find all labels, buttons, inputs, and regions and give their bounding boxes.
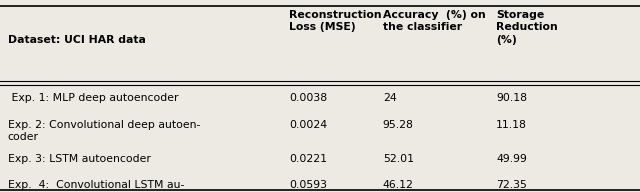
Text: 0.0024: 0.0024 bbox=[289, 120, 328, 130]
Text: Exp. 1: MLP deep autoencoder: Exp. 1: MLP deep autoencoder bbox=[8, 93, 178, 103]
Text: 11.18: 11.18 bbox=[496, 120, 527, 130]
Text: 49.99: 49.99 bbox=[496, 154, 527, 164]
Text: Exp. 3: LSTM autoencoder: Exp. 3: LSTM autoencoder bbox=[8, 154, 150, 164]
Text: Accuracy  (%) on
the classifier: Accuracy (%) on the classifier bbox=[383, 10, 486, 32]
Text: Exp. 2: Convolutional deep autoen-
coder: Exp. 2: Convolutional deep autoen- coder bbox=[8, 120, 200, 142]
Text: 52.01: 52.01 bbox=[383, 154, 413, 164]
Text: 0.0593: 0.0593 bbox=[289, 180, 327, 190]
Text: Dataset: UCI HAR data: Dataset: UCI HAR data bbox=[8, 35, 145, 45]
Text: 90.18: 90.18 bbox=[496, 93, 527, 103]
Text: Storage
Reduction
(%): Storage Reduction (%) bbox=[496, 10, 557, 45]
Text: Exp.  4:  Convolutional LSTM au-
toencoder: Exp. 4: Convolutional LSTM au- toencoder bbox=[8, 180, 184, 192]
Text: 72.35: 72.35 bbox=[496, 180, 527, 190]
Text: 0.0221: 0.0221 bbox=[289, 154, 327, 164]
Text: 95.28: 95.28 bbox=[383, 120, 413, 130]
Text: Reconstruction
Loss (MSE): Reconstruction Loss (MSE) bbox=[289, 10, 382, 32]
Text: 24: 24 bbox=[383, 93, 396, 103]
Text: 46.12: 46.12 bbox=[383, 180, 413, 190]
Text: 0.0038: 0.0038 bbox=[289, 93, 328, 103]
